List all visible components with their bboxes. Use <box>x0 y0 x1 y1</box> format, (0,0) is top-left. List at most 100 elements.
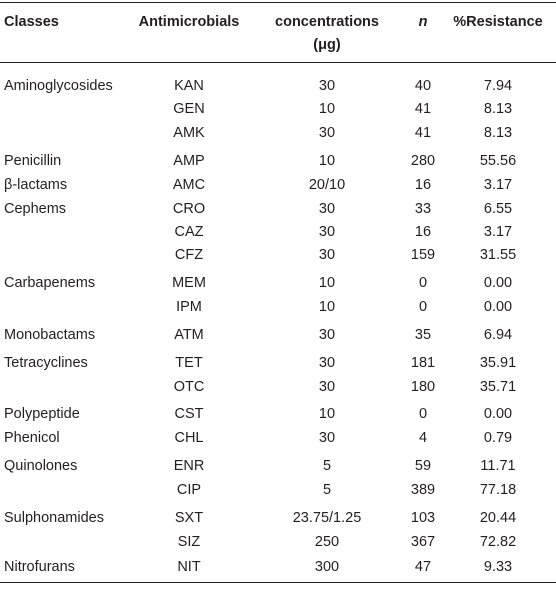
concentration-cell: 30 <box>318 247 336 263</box>
n-cell: 33 <box>414 201 432 217</box>
resistance-cell: 3.17 <box>483 224 513 240</box>
antimicrobial-cell: IPM <box>176 299 202 315</box>
resistance-cell: 0.00 <box>483 275 513 291</box>
antimicrobial-cell: AMK <box>173 125 205 141</box>
resistance-cell: 72.82 <box>479 534 517 550</box>
concentration-cell: 30 <box>318 355 336 371</box>
concentration-cell: 30 <box>318 78 336 94</box>
class-cell: Polypeptide <box>4 406 80 422</box>
top-rule <box>0 2 556 3</box>
n-cell: 47 <box>414 559 432 575</box>
concentration-cell: 30 <box>318 379 336 395</box>
n-cell: 103 <box>410 510 436 526</box>
header-concentration: concentrations (μg) <box>275 14 379 53</box>
n-cell: 41 <box>414 101 432 117</box>
concentration-cell: 30 <box>318 125 336 141</box>
resistance-cell: 35.71 <box>479 379 517 395</box>
antimicrobial-cell: CST <box>174 406 204 422</box>
antimicrobial-cell: SXT <box>174 510 204 526</box>
n-cell: 180 <box>410 379 436 395</box>
antimicrobial-cell: AMC <box>172 177 206 193</box>
n-cell: 41 <box>414 125 432 141</box>
resistance-cell: 0.79 <box>483 430 513 446</box>
concentration-cell: 300 <box>314 559 340 575</box>
n-cell: 16 <box>414 224 432 240</box>
n-cell: 40 <box>414 78 432 94</box>
class-cell: Cephems <box>4 201 67 217</box>
header-resistance: %Resistance <box>453 14 543 30</box>
concentration-cell: 10 <box>318 101 336 117</box>
concentration-cell: 20/10 <box>308 177 346 193</box>
header-n: n <box>418 14 428 30</box>
resistance-cell: 9.33 <box>483 559 513 575</box>
concentration-cell: 10 <box>318 406 336 422</box>
antimicrobial-cell: MEM <box>172 275 206 291</box>
concentration-cell: 30 <box>318 327 336 343</box>
class-cell: Penicillin <box>4 153 62 169</box>
concentration-cell: 23.75/1.25 <box>292 510 362 526</box>
concentration-cell: 10 <box>318 299 336 315</box>
class-cell: β-lactams <box>4 177 68 193</box>
antimicrobial-cell: CAZ <box>174 224 204 240</box>
concentration-cell: 250 <box>314 534 340 550</box>
antimicrobial-cell: OTC <box>173 379 205 395</box>
resistance-cell: 0.00 <box>483 299 513 315</box>
resistance-cell: 35.91 <box>479 355 517 371</box>
antimicrobial-cell: GEN <box>173 101 205 117</box>
class-cell: Monobactams <box>4 327 96 343</box>
concentration-cell: 10 <box>318 275 336 291</box>
antimicrobial-cell: ENR <box>173 458 205 474</box>
n-cell: 0 <box>418 406 428 422</box>
bottom-rule <box>0 582 556 583</box>
n-cell: 181 <box>410 355 436 371</box>
resistance-cell: 20.44 <box>479 510 517 526</box>
antimicrobial-cell: CRO <box>172 201 206 217</box>
class-cell: Quinolones <box>4 458 78 474</box>
antimicrobial-cell: CFZ <box>174 247 204 263</box>
n-cell: 280 <box>410 153 436 169</box>
resistance-cell: 77.18 <box>479 482 517 498</box>
header-rule <box>0 62 556 63</box>
antimicrobial-cell: CIP <box>176 482 202 498</box>
class-cell: Tetracyclines <box>4 355 88 371</box>
antimicrobial-cell: KAN <box>174 78 204 94</box>
resistance-cell: 7.94 <box>483 78 513 94</box>
concentration-cell: 5 <box>322 482 332 498</box>
resistance-cell: 6.94 <box>483 327 513 343</box>
antimicrobial-cell: TET <box>175 355 203 371</box>
concentration-cell: 30 <box>318 201 336 217</box>
class-cell: Sulphonamides <box>4 510 104 526</box>
antimicrobial-cell: CHL <box>174 430 204 446</box>
antimicrobial-cell: ATM <box>174 327 204 343</box>
resistance-cell: 6.55 <box>483 201 513 217</box>
class-cell: Phenicol <box>4 430 60 446</box>
antimicrobial-cell: SIZ <box>177 534 201 550</box>
n-cell: 159 <box>410 247 436 263</box>
class-cell: Aminoglycosides <box>4 78 113 94</box>
n-cell: 4 <box>418 430 428 446</box>
resistance-cell: 31.55 <box>479 247 517 263</box>
class-cell: Carbapenems <box>4 275 96 291</box>
resistance-cell: 8.13 <box>483 125 513 141</box>
antimicrobial-cell: NIT <box>177 559 201 575</box>
header-class: Classes <box>4 14 59 30</box>
n-cell: 35 <box>414 327 432 343</box>
n-cell: 59 <box>414 458 432 474</box>
resistance-cell: 55.56 <box>479 153 517 169</box>
header-antimicrobial: Antimicrobials <box>138 14 240 30</box>
antimicrobial-cell: AMP <box>173 153 205 169</box>
concentration-cell: 10 <box>318 153 336 169</box>
n-cell: 0 <box>418 299 428 315</box>
resistance-cell: 11.71 <box>480 458 516 474</box>
n-cell: 0 <box>418 275 428 291</box>
concentration-cell: 30 <box>318 430 336 446</box>
resistance-cell: 8.13 <box>483 101 513 117</box>
concentration-cell: 30 <box>318 224 336 240</box>
resistance-cell: 3.17 <box>483 177 513 193</box>
resistance-cell: 0.00 <box>483 406 513 422</box>
n-cell: 389 <box>410 482 436 498</box>
n-cell: 367 <box>410 534 436 550</box>
n-cell: 16 <box>414 177 432 193</box>
concentration-cell: 5 <box>322 458 332 474</box>
